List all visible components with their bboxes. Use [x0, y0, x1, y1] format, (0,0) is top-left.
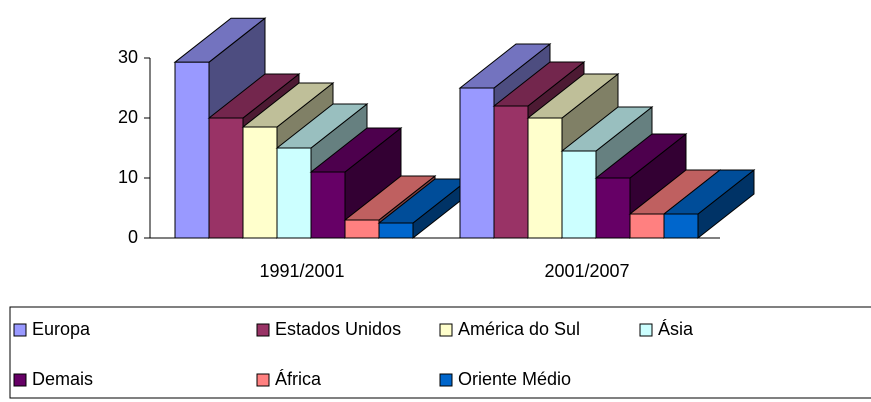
- legend-swatch: [13, 323, 27, 337]
- bar-front: [208, 117, 244, 239]
- y-tick-label: 30: [118, 47, 138, 67]
- bar-front: [663, 213, 699, 239]
- bar-front: [378, 222, 414, 239]
- x-tick-label: 1991/2001: [259, 261, 344, 281]
- bar-front: [527, 117, 563, 239]
- legend-label: Europa: [32, 319, 91, 339]
- legend-label: América do Sul: [458, 319, 580, 339]
- bar-front: [242, 126, 278, 239]
- legend-swatch: [256, 323, 270, 337]
- bar-front: [459, 87, 495, 239]
- bar-front: [310, 171, 346, 239]
- bar-front: [493, 105, 529, 239]
- legend-label: Oriente Médio: [458, 369, 571, 389]
- legend-swatch: [639, 323, 653, 337]
- legend-swatch: [13, 373, 27, 387]
- legend-label: África: [275, 369, 322, 389]
- bar-front: [561, 150, 597, 239]
- y-tick-label: 20: [118, 107, 138, 127]
- legend-label: Demais: [32, 369, 93, 389]
- legend-swatch: [256, 373, 270, 387]
- x-tick-label: 2001/2007: [544, 261, 629, 281]
- y-tick-label: 0: [128, 227, 138, 247]
- legend-label: Ásia: [658, 319, 694, 339]
- bar-front: [595, 177, 631, 239]
- legend-swatch: [439, 323, 453, 337]
- bar-front: [344, 219, 380, 239]
- bar-front: [174, 61, 210, 239]
- bar: [662, 168, 756, 240]
- bar-front: [629, 213, 665, 239]
- y-tick-label: 10: [118, 167, 138, 187]
- legend-swatch: [439, 373, 453, 387]
- bar-front: [276, 147, 312, 239]
- legend-label: Estados Unidos: [275, 319, 401, 339]
